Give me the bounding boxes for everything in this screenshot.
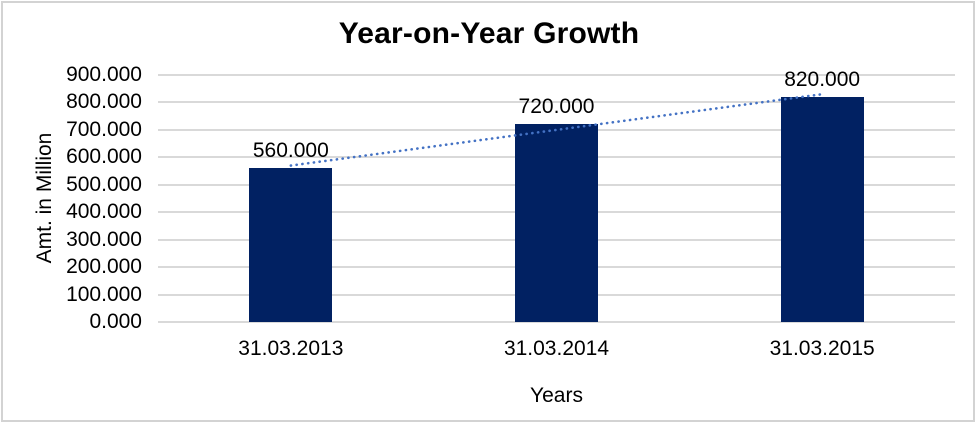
data-label: 720.000	[518, 95, 595, 119]
data-label: 820.000	[784, 67, 861, 91]
data-label: 560.000	[252, 139, 329, 163]
y-tick-label: 100.000	[66, 282, 142, 306]
gridline	[158, 321, 955, 323]
y-tick-label: 600.000	[66, 145, 142, 169]
x-tick-label: 31.03.2013	[238, 337, 344, 360]
y-axis-title: Amt. in Million	[33, 132, 56, 264]
y-tick-label: 700.000	[66, 117, 142, 141]
chart-border	[1, 1, 975, 422]
y-tick-label: 900.000	[66, 63, 142, 86]
bar	[249, 168, 333, 322]
x-axis-title: Years	[530, 384, 583, 407]
x-tick-label: 31.03.2015	[769, 337, 875, 360]
y-tick-label: 0.000	[89, 310, 142, 333]
x-tick-label: 31.03.2014	[503, 337, 610, 360]
gridline	[158, 74, 955, 76]
y-tick-label: 300.000	[66, 227, 142, 251]
chart-title: Year-on-Year Growth	[338, 17, 640, 50]
y-tick-label: 200.000	[66, 255, 142, 279]
y-tick-label: 800.000	[66, 90, 142, 114]
bar	[515, 124, 598, 322]
y-tick-label: 500.000	[66, 172, 142, 196]
bar	[780, 96, 864, 322]
y-tick-label: 400.000	[66, 200, 142, 224]
